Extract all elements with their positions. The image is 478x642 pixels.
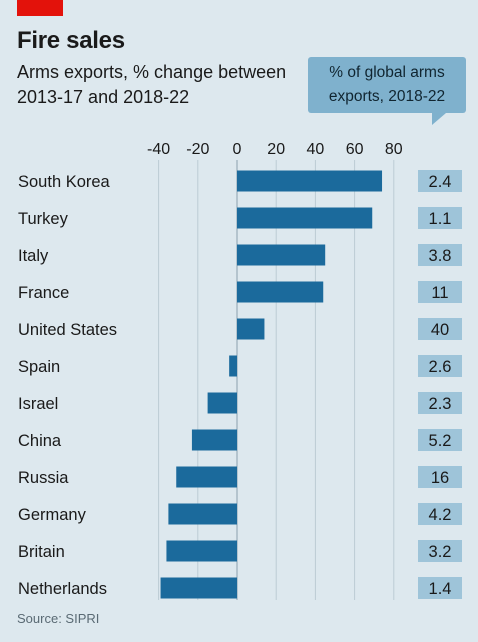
share-value: 2.6 [429, 358, 452, 376]
share-value: 3.2 [429, 543, 452, 561]
share-value: 2.4 [429, 173, 452, 191]
x-tick-label: -20 [186, 141, 209, 158]
share-column-header-text: % of global arms exports, 2018-22 [328, 64, 446, 105]
share-value: 1.4 [429, 580, 452, 598]
category-label: Netherlands [18, 580, 107, 598]
bar [237, 170, 383, 192]
category-label: France [18, 284, 69, 302]
source-note: Source: SIPRI [17, 611, 100, 626]
share-value: 40 [431, 321, 449, 339]
bar [237, 318, 265, 340]
share-value: 11 [431, 284, 448, 302]
category-label: Italy [18, 247, 49, 265]
share-box [418, 355, 462, 377]
share-box [418, 318, 462, 340]
category-label: Turkey [18, 210, 69, 228]
share-box [418, 281, 462, 303]
category-label: Britain [18, 543, 65, 561]
bar [237, 207, 373, 229]
share-box [418, 503, 462, 525]
x-tick-label: 20 [267, 141, 285, 158]
chart-title: Fire sales [17, 27, 125, 54]
bar [160, 577, 237, 599]
x-tick-label: 60 [346, 141, 364, 158]
x-tick-label: 0 [233, 141, 242, 158]
bar [176, 466, 237, 488]
bar [207, 392, 237, 414]
share-box [418, 429, 462, 451]
bar [191, 429, 237, 451]
x-tick-label: 40 [307, 141, 325, 158]
share-box [418, 244, 462, 266]
x-tick-label: 80 [385, 141, 403, 158]
share-box [418, 170, 462, 192]
bar [168, 503, 237, 525]
category-label: South Korea [18, 173, 111, 191]
x-tick-label: -40 [147, 141, 170, 158]
category-label: Russia [18, 469, 69, 487]
brand-accent-bar [17, 0, 63, 16]
bar [229, 355, 237, 377]
share-column-header: % of global arms exports, 2018-22 [308, 57, 466, 113]
share-box [418, 540, 462, 562]
category-label: Germany [18, 506, 87, 524]
share-value: 5.2 [429, 432, 452, 450]
category-label: Spain [18, 358, 60, 376]
share-value: 2.3 [429, 395, 452, 413]
bar [166, 540, 237, 562]
share-box [418, 392, 462, 414]
share-box [418, 207, 462, 229]
category-label: Israel [18, 395, 58, 413]
bar [237, 281, 324, 303]
share-box [418, 577, 462, 599]
chart-subtitle: Arms exports, % change between 2013-17 a… [17, 62, 287, 107]
share-value: 16 [431, 469, 449, 487]
category-label: China [18, 432, 62, 450]
callout-pointer [432, 113, 446, 125]
share-value: 3.8 [429, 247, 452, 265]
share-value: 1.1 [429, 210, 452, 228]
share-box [418, 466, 462, 488]
bar [237, 244, 326, 266]
share-value: 4.2 [429, 506, 452, 524]
category-label: United States [18, 321, 117, 339]
